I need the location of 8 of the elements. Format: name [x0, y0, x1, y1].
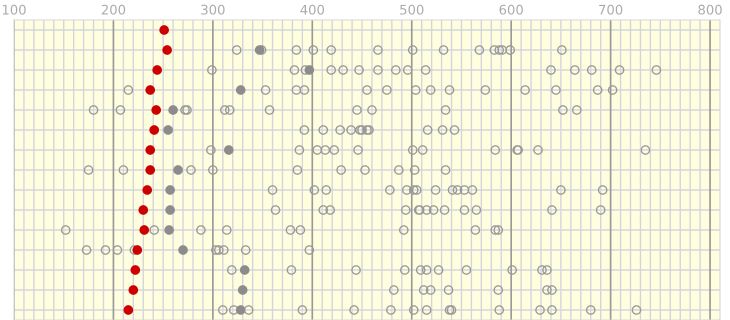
- x-tick-label: 100: [2, 4, 26, 15]
- x-tick-label: 500: [400, 4, 424, 15]
- x-tick-label: 200: [102, 4, 126, 15]
- x-tick-label: 600: [500, 4, 523, 15]
- x-tick-label: 700: [599, 4, 622, 15]
- x-tick-label: 400: [300, 4, 324, 15]
- x-tick-label: 800: [698, 4, 722, 15]
- x-tick-label: 300: [201, 4, 225, 15]
